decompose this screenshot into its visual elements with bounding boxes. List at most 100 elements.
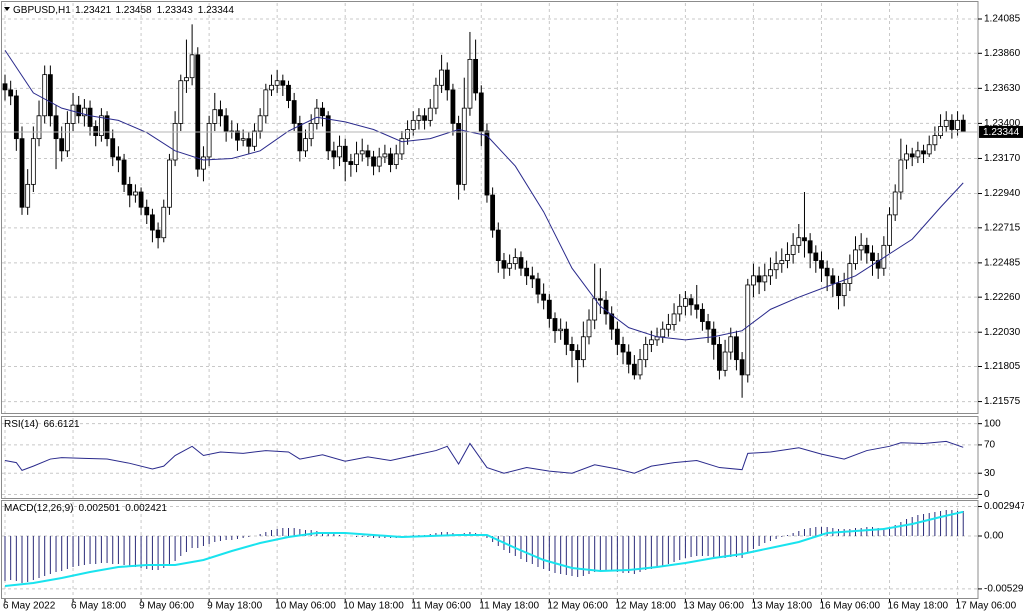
y-tick-label: 0 bbox=[984, 489, 990, 500]
candle-body bbox=[439, 69, 444, 86]
candle-body bbox=[847, 263, 853, 284]
candle-body bbox=[93, 126, 99, 137]
rsi-line bbox=[4, 440, 964, 474]
candle-body bbox=[121, 159, 127, 185]
candle-body bbox=[444, 69, 450, 91]
candle-body bbox=[592, 298, 598, 321]
candle-body bbox=[830, 275, 836, 284]
candle-body bbox=[524, 267, 530, 277]
candle-body bbox=[892, 191, 898, 216]
x-tick-label: 10 May 06:00 bbox=[275, 601, 336, 612]
candle-body bbox=[371, 156, 376, 167]
candle-body bbox=[739, 359, 745, 376]
candle-body bbox=[8, 89, 14, 97]
candle-body bbox=[926, 144, 932, 155]
candle-body bbox=[490, 194, 496, 231]
candle-body bbox=[25, 183, 31, 208]
candle-body bbox=[110, 138, 116, 158]
candle-body bbox=[495, 229, 501, 261]
panel-frame bbox=[1, 500, 979, 599]
x-tick-label: 13 May 06:00 bbox=[683, 601, 744, 612]
candle-body bbox=[535, 278, 541, 295]
candle-body bbox=[218, 109, 223, 117]
candle-body bbox=[541, 293, 547, 301]
candle-body bbox=[836, 283, 841, 297]
x-tick-label: 10 May 18:00 bbox=[343, 601, 404, 612]
candle-body bbox=[478, 92, 484, 132]
candle-body bbox=[864, 244, 870, 254]
candle-body bbox=[410, 119, 416, 130]
candle-body bbox=[705, 321, 711, 330]
candle-body bbox=[393, 153, 399, 165]
candle-body bbox=[53, 115, 59, 140]
x-tick-label: 16 May 06:00 bbox=[819, 601, 880, 612]
candle-body bbox=[637, 359, 643, 376]
candle-body bbox=[342, 145, 348, 162]
candle-body bbox=[960, 119, 966, 133]
candle-body bbox=[155, 229, 161, 239]
candle-body bbox=[150, 214, 155, 231]
candle-body bbox=[116, 156, 121, 161]
candle-body bbox=[518, 257, 524, 269]
candle-body bbox=[779, 260, 785, 265]
candle-body bbox=[620, 344, 626, 353]
candle-body bbox=[456, 123, 462, 185]
candle-body bbox=[915, 150, 921, 158]
candle-body bbox=[189, 54, 195, 79]
candle-body bbox=[745, 284, 751, 376]
candle-body bbox=[320, 107, 325, 117]
candle-body bbox=[467, 58, 473, 109]
y-tick-label: 1.23170 bbox=[984, 153, 1021, 164]
candle-body bbox=[206, 123, 212, 158]
candle-body bbox=[297, 123, 303, 152]
candle-body bbox=[938, 126, 943, 137]
candle-body bbox=[433, 84, 439, 109]
candle-body bbox=[47, 74, 53, 117]
candle-body bbox=[223, 115, 229, 132]
y-tick-label: 1.22030 bbox=[984, 327, 1021, 338]
candle-body bbox=[280, 80, 286, 86]
candle-body bbox=[263, 89, 269, 117]
candle-body bbox=[138, 191, 144, 208]
candle-body bbox=[235, 130, 240, 141]
candle-body bbox=[813, 252, 819, 261]
candle-body bbox=[631, 363, 637, 376]
x-tick-label: 9 May 06:00 bbox=[139, 601, 194, 612]
candle-body bbox=[841, 283, 847, 297]
candle-body bbox=[348, 161, 354, 165]
moving-average bbox=[4, 49, 964, 341]
candle-body bbox=[694, 304, 700, 310]
x-tick-label: 9 May 18:00 bbox=[207, 601, 262, 612]
candle-body bbox=[824, 267, 830, 277]
candle-body bbox=[580, 336, 586, 361]
candle-body bbox=[586, 319, 592, 338]
candle-body bbox=[819, 260, 824, 269]
candle-body bbox=[314, 107, 320, 124]
candle-body bbox=[399, 138, 405, 155]
candle-body bbox=[501, 260, 507, 269]
candle-body bbox=[42, 74, 48, 117]
candle-body bbox=[734, 336, 739, 361]
candle-body bbox=[546, 299, 552, 319]
y-tick-label: 1.23630 bbox=[984, 83, 1021, 94]
y-tick-label: 1.22940 bbox=[984, 188, 1021, 199]
candle-body bbox=[904, 153, 909, 161]
candle-body bbox=[184, 77, 189, 82]
candle-body bbox=[728, 336, 734, 353]
symbol-header: GBPUSD,H1 1.23421 1.23458 1.23343 1.23344 bbox=[13, 5, 234, 16]
x-tick-label: 16 May 18:00 bbox=[888, 601, 949, 612]
candle-body bbox=[201, 156, 206, 170]
candle-body bbox=[717, 344, 722, 371]
candle-body bbox=[76, 104, 82, 117]
candle-body bbox=[671, 313, 677, 325]
candle-body bbox=[484, 130, 490, 196]
candle-body bbox=[382, 153, 388, 158]
candle-body bbox=[955, 119, 960, 130]
current-price-box bbox=[979, 125, 1023, 138]
candle-body bbox=[325, 115, 331, 152]
candle-body bbox=[660, 328, 666, 338]
y-tick-label: 1.21575 bbox=[984, 396, 1021, 407]
signal-line bbox=[4, 510, 964, 587]
y-tick-label: 1.22715 bbox=[984, 222, 1021, 233]
